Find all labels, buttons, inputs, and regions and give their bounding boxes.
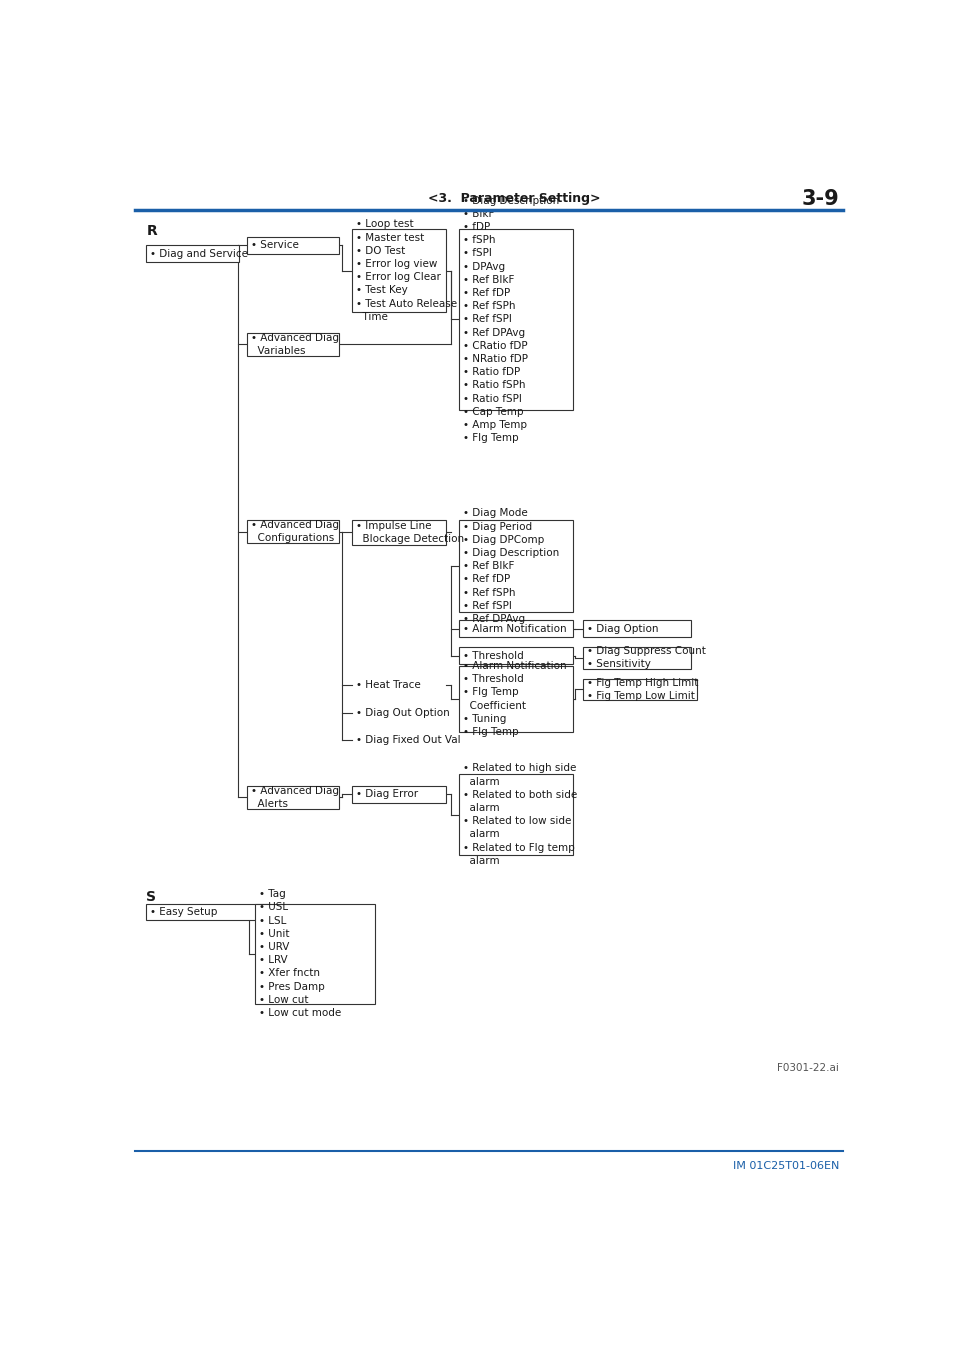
Text: • Easy Setup: • Easy Setup [150,907,217,917]
Text: • Service: • Service [251,240,298,250]
FancyBboxPatch shape [247,786,338,809]
Text: • Loop test
• Master test
• DO Test
• Error log view
• Error log Clear
• Test Ke: • Loop test • Master test • DO Test • Er… [355,219,456,321]
Text: • Alarm Notification
• Threshold
• Flg Temp
  Coefficient
• Tuning
• Flg Temp: • Alarm Notification • Threshold • Flg T… [462,662,566,737]
FancyBboxPatch shape [247,236,338,254]
Text: • Threshold: • Threshold [462,651,523,660]
FancyBboxPatch shape [458,620,573,637]
FancyBboxPatch shape [146,246,239,262]
FancyBboxPatch shape [582,647,691,668]
Text: • Tag
• USL
• LSL
• Unit
• URV
• LRV
• Xfer fnctn
• Pres Damp
• Low cut
• Low cu: • Tag • USL • LSL • Unit • URV • LRV • X… [258,890,340,1018]
FancyBboxPatch shape [352,230,446,312]
Text: • Alarm Notification: • Alarm Notification [462,624,566,633]
FancyBboxPatch shape [582,620,691,637]
Text: • Advanced Diag
  Alerts: • Advanced Diag Alerts [251,786,338,809]
FancyBboxPatch shape [352,786,446,803]
Text: • Heat Trace: • Heat Trace [355,680,420,690]
Text: • Diag Error: • Diag Error [355,790,417,799]
FancyBboxPatch shape [254,903,375,1003]
Text: F0301-22.ai: F0301-22.ai [777,1062,839,1073]
Text: S: S [146,890,156,903]
FancyBboxPatch shape [247,520,338,543]
Text: • Diag Mode
• Diag Period
• Diag DPComp
• Diag Description
• Ref BlkF
• Ref fDP
: • Diag Mode • Diag Period • Diag DPComp … [462,509,558,624]
Text: • Diag Option: • Diag Option [586,624,658,633]
Text: • Impulse Line
  Blockage Detection: • Impulse Line Blockage Detection [355,521,463,544]
FancyBboxPatch shape [146,903,270,921]
Text: • Fig Temp High Limit
• Fig Temp Low Limit: • Fig Temp High Limit • Fig Temp Low Lim… [586,678,698,701]
Text: • Advanced Diag
  Configurations: • Advanced Diag Configurations [251,520,338,543]
FancyBboxPatch shape [458,230,573,410]
FancyBboxPatch shape [458,667,573,732]
FancyBboxPatch shape [247,333,338,356]
Text: IM 01C25T01-06EN: IM 01C25T01-06EN [732,1161,839,1172]
Text: R: R [146,224,157,238]
Text: • Diag Fixed Out Val: • Diag Fixed Out Val [355,736,459,745]
FancyBboxPatch shape [458,647,573,664]
Text: 3-9: 3-9 [801,189,839,209]
FancyBboxPatch shape [582,679,697,701]
Text: • Diag Description
• BlkF
• fDP
• fSPh
• fSPI
• DPAvg
• Ref BlkF
• Ref fDP
• Ref: • Diag Description • BlkF • fDP • fSPh •… [462,196,558,443]
FancyBboxPatch shape [352,520,446,544]
Text: • Diag and Service: • Diag and Service [150,248,248,259]
Text: • Related to high side
  alarm
• Related to both side
  alarm
• Related to low s: • Related to high side alarm • Related t… [462,763,577,865]
Text: • Diag Suppress Count
• Sensitivity: • Diag Suppress Count • Sensitivity [586,647,704,670]
Text: • Diag Out Option: • Diag Out Option [355,707,449,718]
FancyBboxPatch shape [458,774,573,855]
FancyBboxPatch shape [458,520,573,613]
Text: <3.  Parameter Setting>: <3. Parameter Setting> [428,193,600,205]
Text: • Advanced Diag
  Variables: • Advanced Diag Variables [251,333,338,356]
